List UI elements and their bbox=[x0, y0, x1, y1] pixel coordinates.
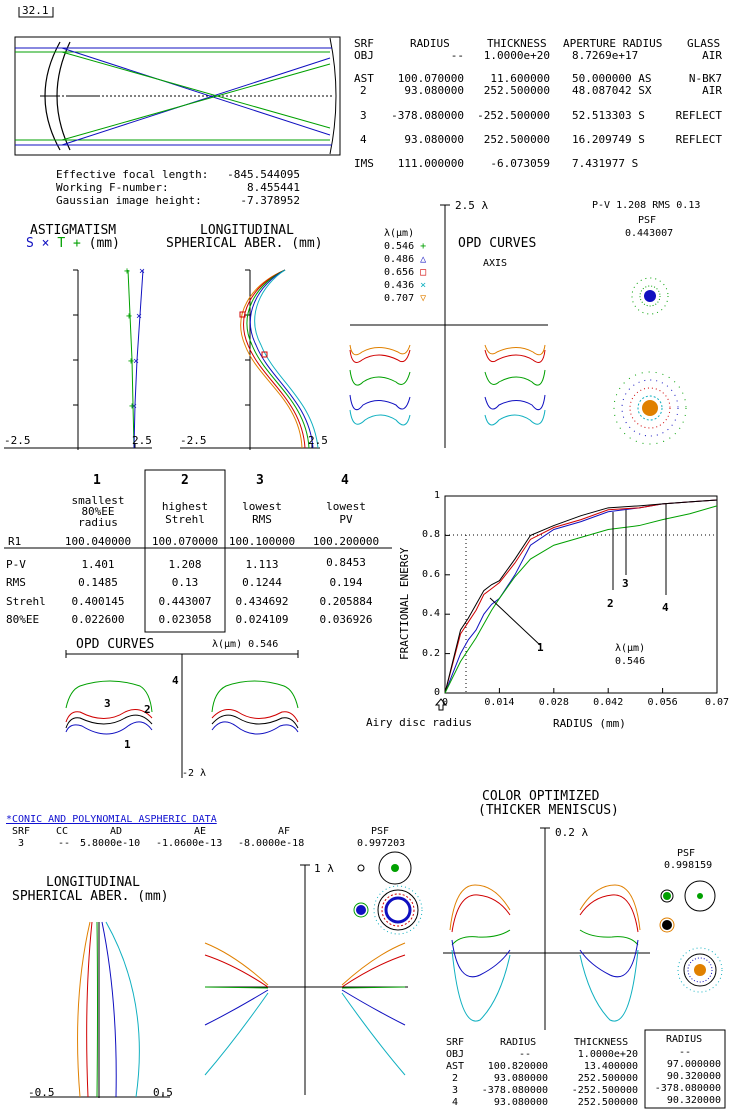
psf2-strehl: 0.997203 bbox=[357, 838, 406, 849]
svg-text:×: × bbox=[131, 401, 137, 412]
ee-ytick-label: 0 bbox=[433, 687, 440, 698]
opd1-lambda-label: λ(μm) bbox=[384, 228, 415, 239]
ee-series-1 bbox=[444, 499, 718, 694]
svg-text:+: + bbox=[129, 401, 135, 412]
color-opt-title1: COLOR OPTIMIZED bbox=[482, 789, 600, 804]
astig-xmin: -2.5 bbox=[4, 434, 31, 447]
ee-xtick-label: 0.014 bbox=[484, 697, 515, 708]
ee-xtick-label: 0 bbox=[441, 697, 449, 708]
ee-ytick-label: 1 bbox=[433, 490, 440, 501]
ee-ytick-label: 0.6 bbox=[421, 568, 440, 580]
opd-plot-1 bbox=[349, 204, 548, 448]
ee-xtick-label: 0.056 bbox=[647, 697, 678, 708]
astigmatism-plot: × × × × + + + + bbox=[4, 266, 152, 450]
ee-series-2 bbox=[444, 499, 718, 694]
psf3-title: PSF bbox=[677, 848, 696, 859]
compare-table-lines bbox=[4, 469, 392, 633]
opd2-label-4: 4 bbox=[172, 674, 179, 687]
ee-lambda: λ(μm) bbox=[615, 643, 646, 654]
psf3-strehl: 0.998159 bbox=[664, 860, 713, 871]
lsa1-xmin: -2.5 bbox=[180, 434, 207, 447]
psf-spot-1 bbox=[613, 277, 687, 445]
ee-xlabel: RADIUS (mm) bbox=[553, 717, 626, 730]
ee-series-4 bbox=[444, 505, 718, 694]
svg-text:+: + bbox=[124, 266, 130, 277]
ee-ytick-label: 0.8 bbox=[421, 529, 440, 541]
svg-text:+: + bbox=[128, 356, 134, 367]
lsa2-xmax: 0.5 bbox=[153, 1086, 173, 1099]
astig-xmax: 2.5 bbox=[132, 434, 152, 447]
ee-xtick-label: 0.028 bbox=[538, 697, 569, 708]
psf2-title: PSF bbox=[371, 826, 390, 837]
svg-text:×: × bbox=[139, 266, 145, 277]
ee-airy: Airy disc radius bbox=[366, 716, 472, 729]
ee-ytick-label: 0.2 bbox=[421, 647, 440, 659]
opd1-subtitle: AXIS bbox=[483, 258, 508, 269]
opd2-lambda: λ(μm) 0.546 bbox=[212, 639, 279, 650]
opd-plot-2 bbox=[65, 650, 299, 778]
asphere-title-link[interactable]: *CONIC AND POLYNOMIAL ASPHERIC DATA bbox=[6, 814, 217, 825]
ee-series-3 bbox=[444, 499, 718, 694]
encircled-energy-plot bbox=[434, 495, 718, 711]
radius-box bbox=[644, 1029, 726, 1109]
svg-text:×: × bbox=[133, 356, 139, 367]
longitudinal-spherical-plot-1 bbox=[180, 269, 320, 450]
opd1-scale: 2.5 λ bbox=[455, 199, 489, 212]
opd2-label-3: 3 bbox=[104, 697, 111, 710]
opd2-title: OPD CURVES bbox=[76, 637, 155, 652]
ee-curve-label-3: 3 bbox=[622, 577, 629, 590]
svg-text:+: + bbox=[126, 311, 132, 322]
opd3-scale: 1 λ bbox=[314, 862, 334, 875]
psf-spot-2 bbox=[353, 851, 423, 935]
color-opt-title2: (THICKER MENISCUS) bbox=[478, 803, 619, 818]
opd2-scale: -2 λ bbox=[182, 768, 207, 779]
lsa2-xmin: -0.5 bbox=[28, 1086, 55, 1099]
svg-text:×: × bbox=[136, 311, 142, 322]
ee-xtick-label: 0.07 bbox=[704, 697, 730, 708]
astig-title: ASTIGMATISM bbox=[30, 223, 117, 238]
ee-curve-label-2: 2 bbox=[607, 597, 614, 610]
lsa1-title2: SPHERICAL ABER. (mm) bbox=[166, 236, 323, 251]
ee-ytick-label: 0.4 bbox=[421, 608, 440, 620]
opd2-label-1: 1 bbox=[124, 738, 131, 751]
psf1-strehl: 0.443007 bbox=[625, 228, 674, 239]
color-opt-scale: 0.2 λ bbox=[555, 826, 589, 839]
ee-lambda-val: 0.546 bbox=[615, 656, 646, 667]
scale-label: 32.1 bbox=[22, 4, 49, 17]
opd-plot-4 bbox=[443, 827, 650, 1030]
opd1-title: OPD CURVES bbox=[458, 236, 537, 251]
ee-xtick-label: 0.042 bbox=[593, 697, 624, 708]
ee-curve-label-1: 1 bbox=[537, 641, 544, 654]
optical-layout bbox=[14, 36, 341, 156]
lsa2-title2: SPHERICAL ABER. (mm) bbox=[12, 889, 169, 904]
psf1-title: PSF bbox=[638, 215, 657, 226]
lsa1-title1: LONGITUDINAL bbox=[200, 223, 294, 238]
ee-curve-label-4: 4 bbox=[662, 601, 669, 614]
opd2-label-2: 2 bbox=[144, 703, 151, 716]
lsa1-xmax: 2.5 bbox=[308, 434, 328, 447]
psf-spot-3 bbox=[659, 880, 723, 993]
astig-legend: S × T + (mm) bbox=[26, 236, 120, 251]
lsa2-title1: LONGITUDINAL bbox=[46, 875, 140, 890]
psf1-pv-rms: P-V 1.208 RMS 0.13 bbox=[592, 200, 701, 211]
ee-ylabel: FRACTIONAL ENERGY bbox=[398, 547, 411, 660]
longitudinal-spherical-plot-2 bbox=[30, 921, 170, 1098]
opd-plot-3 bbox=[204, 864, 408, 1095]
scale-bar bbox=[18, 7, 54, 18]
